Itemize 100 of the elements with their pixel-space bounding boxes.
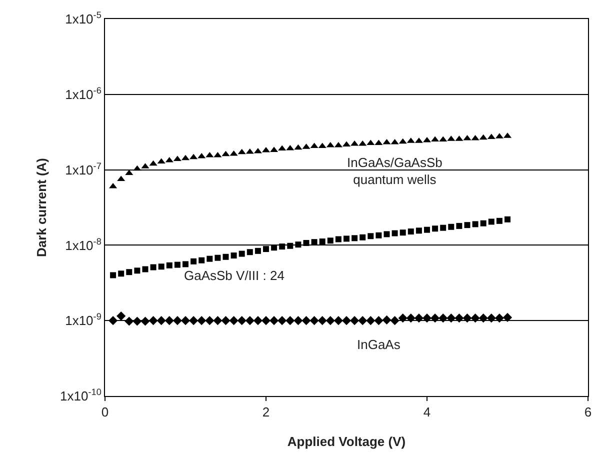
point [398,314,408,323]
point [206,152,214,158]
point [116,311,126,321]
point [286,144,294,150]
point [302,316,311,326]
point [149,160,158,166]
point [350,316,360,326]
point [222,254,229,260]
x-tick-label: 4 [423,404,431,420]
point [416,228,422,234]
point [287,242,294,249]
point [486,314,496,323]
point [238,148,246,154]
point [430,314,440,323]
point [246,249,253,256]
point [439,136,448,142]
point [472,221,478,228]
point [279,244,286,250]
point [310,316,319,326]
y-tick-label: 1x10$^{-7}$ [65,160,102,178]
point [254,248,261,254]
point [384,231,390,238]
point [295,242,302,248]
point [400,230,406,236]
point [158,264,164,270]
series-label: InGaAs [357,337,401,352]
point [414,314,424,323]
point [456,222,462,229]
point [278,145,286,151]
point [174,262,180,268]
point [110,272,116,278]
point [238,250,245,257]
point [408,228,414,234]
point [494,314,504,323]
point [126,269,132,276]
y-axis-title: Dark current (A) [34,158,49,257]
x-axis-title: Applied Voltage (V) [287,434,406,450]
point [165,156,174,162]
point [198,257,205,264]
point [180,316,190,326]
point [360,234,366,240]
point [319,238,326,244]
x-tick-label: 0 [101,404,109,420]
point [254,148,262,154]
point [432,226,438,232]
point [424,226,430,233]
point [479,134,488,140]
point [134,268,140,274]
point [263,246,269,252]
point [488,218,494,225]
point [480,220,486,226]
point [366,316,376,326]
point [261,316,271,326]
point [172,316,182,326]
point [164,316,174,326]
point [294,144,302,150]
point [496,218,502,224]
point [206,256,213,262]
point [335,236,342,242]
point [376,232,382,238]
point [398,138,407,144]
point [310,142,318,148]
point [108,316,118,326]
point [318,142,326,148]
point [142,266,148,272]
point [133,165,142,171]
point [454,314,464,323]
y-tick-label: 1x10$^{-8}$ [65,236,102,253]
point [342,316,352,326]
point [182,261,188,268]
point [150,264,156,270]
point [382,315,392,324]
point [318,316,327,326]
point [270,316,279,326]
point [470,314,480,323]
point [237,316,246,326]
point [132,316,142,326]
point [118,270,124,277]
y-tick-label: 1x10$^{-6}$ [65,85,102,102]
point [222,150,230,156]
point [294,316,303,326]
x-tick-label: 2 [262,404,270,420]
point [327,238,334,244]
point [214,254,221,261]
point [406,314,416,323]
point [230,252,237,259]
point [392,230,398,236]
y-tick-label: 1x10$^{-9}$ [65,312,102,328]
point [487,134,496,140]
point [344,236,350,242]
point [278,316,287,326]
point [190,258,197,264]
series-label: InGaAs/GaAsSb quantum wells [347,155,442,187]
point [189,316,198,326]
series-label: GaAsSb V/III : 24 [184,268,284,283]
point [197,316,206,326]
point [502,312,512,322]
point [286,316,295,326]
point [245,316,254,326]
point [374,316,384,326]
